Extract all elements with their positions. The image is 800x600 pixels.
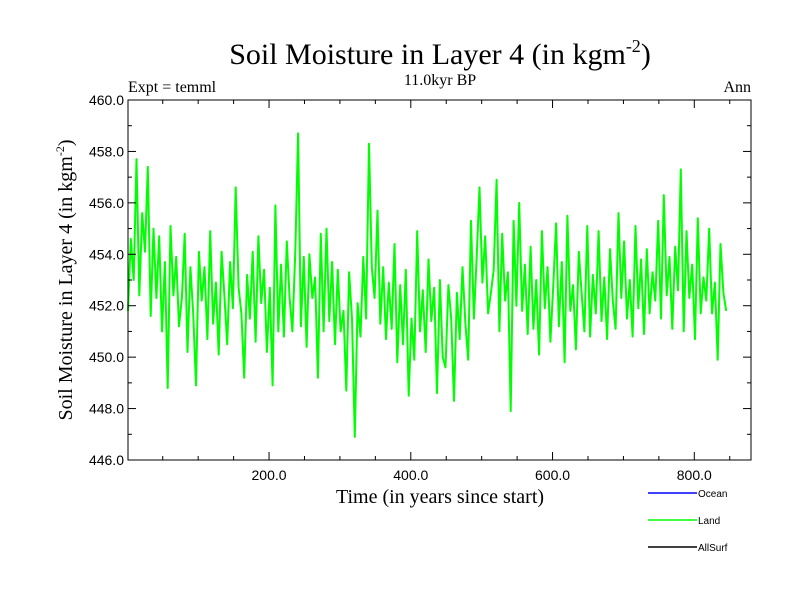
y-tick-label: 450.0	[89, 349, 124, 365]
y-tick-label: 446.0	[89, 452, 124, 468]
plot-frame	[127, 99, 752, 461]
y-tick-label: 460.0	[89, 92, 124, 108]
legend: Ocean Land AllSurf	[648, 489, 728, 554]
legend-label-land: Land	[698, 516, 720, 527]
x-tick-label: 800.0	[677, 467, 712, 483]
experiment-label: Expt = temml	[128, 79, 217, 96]
y-tick-label: 452.0	[89, 298, 124, 314]
y-tick-label: 458.0	[89, 143, 124, 159]
y-tick-label: 456.0	[89, 195, 124, 211]
series-layer	[127, 132, 728, 438]
season-label: Ann	[723, 79, 751, 96]
x-tick-label: 400.0	[393, 467, 428, 483]
x-axis-label: Time (in years since start)	[336, 486, 544, 508]
legend-label-allsurf: AllSurf	[698, 543, 728, 554]
x-tick-label: 600.0	[535, 467, 570, 483]
x-tick-label: 200.0	[252, 467, 287, 483]
series-line-land	[127, 132, 728, 438]
chart-title: Soil Moisture in Layer 4 (in kgm-2)	[229, 36, 651, 71]
y-axis-label: Soil Moisture in Layer 4 (in kgm-2)	[53, 139, 77, 420]
y-tick-label: 448.0	[89, 401, 124, 417]
y-tick-label: 454.0	[89, 246, 124, 262]
chart-subtitle: 11.0kyr BP	[404, 72, 476, 89]
x-axis-ticks: 200.0 400.0 600.0 800.0	[162, 100, 731, 483]
legend-label-ocean: Ocean	[698, 489, 727, 500]
y-axis-ticks: 446.0 448.0 450.0 452.0 454.0 456.0 458.0 460.0	[89, 92, 751, 468]
